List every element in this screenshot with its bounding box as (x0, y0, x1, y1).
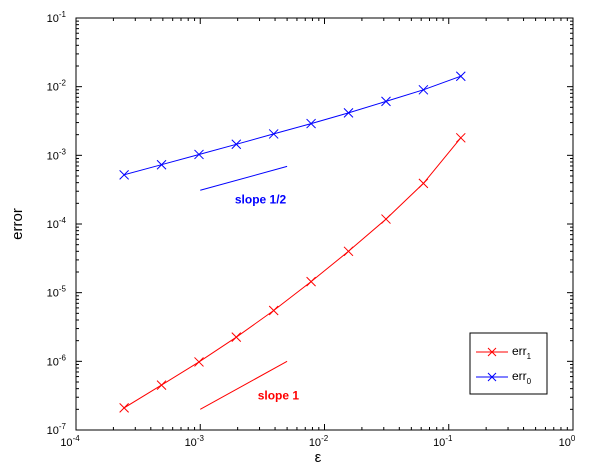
series-marker (194, 357, 204, 367)
y-tick-base: 10 (47, 288, 59, 300)
y-tick-exp: -3 (59, 147, 67, 156)
legend: err1 err0 (469, 332, 548, 395)
legend-label-err0-sub: 0 (527, 377, 532, 386)
legend-box (469, 332, 548, 395)
y-tick-base: 10 (47, 219, 59, 231)
y-tick-label: 10-1 (47, 10, 67, 25)
series-marker (194, 149, 204, 160)
x-tick-base: 10 (433, 437, 445, 449)
series-marker (306, 276, 316, 287)
y-tick-base: 10 (47, 425, 59, 437)
x-tick-exp: -4 (73, 434, 81, 443)
y-tick-exp: -6 (59, 353, 67, 362)
series-line (123, 75, 461, 176)
x-tick-exp: -3 (197, 434, 205, 443)
y-axis-label: error (9, 208, 26, 240)
legend-label-err0-main: err (512, 369, 527, 383)
axis-ticks: 10-4 10-3 10-2 10-1 10010-710-610-510-410-31… (47, 10, 576, 449)
reference-label: slope 1/2 (235, 192, 287, 206)
y-tick-label: 10-2 (47, 79, 67, 94)
y-tick-label: 10-5 (47, 285, 67, 300)
series-marker (156, 159, 167, 170)
x-tick-base: 10 (185, 437, 197, 449)
series-line (123, 137, 462, 409)
series-marker (418, 178, 429, 189)
x-tick-label: 10-2 (309, 434, 329, 449)
series-marker (268, 305, 279, 316)
series-marker (231, 332, 242, 343)
x-axis-label: ε (315, 449, 322, 466)
series-marker (455, 132, 466, 143)
legend-label-err0: err0 (512, 369, 532, 386)
y-tick-base: 10 (47, 13, 59, 25)
series-marker (343, 108, 354, 118)
series-marker (381, 214, 391, 224)
y-tick-label: 10-3 (47, 147, 67, 162)
y-tick-exp: -5 (59, 285, 67, 294)
legend-marker-err0 (487, 372, 497, 382)
y-tick-exp: -2 (59, 79, 67, 88)
series-marker (306, 118, 316, 129)
x-tick-label: 10-1 (433, 434, 453, 449)
legend-label-err1: err1 (512, 344, 532, 361)
reference-line (200, 360, 288, 410)
y-tick-label: 10-6 (47, 353, 67, 368)
x-tick-exp: -1 (445, 434, 453, 443)
y-tick-exp: -4 (59, 216, 67, 225)
reference-lines: slope 1/2 slope 1 (200, 165, 300, 410)
x-tick-label: 10-3 (185, 434, 205, 449)
series-marker (231, 139, 242, 150)
y-tick-label: 10-7 (47, 422, 67, 437)
reference-line (200, 165, 288, 191)
x-tick-base: 10 (60, 437, 72, 449)
legend-label-err1-sub: 1 (527, 352, 532, 361)
y-tick-exp: -1 (59, 10, 67, 19)
series-marker (343, 246, 354, 257)
y-tick-base: 10 (47, 356, 59, 368)
legend-marker-err1 (487, 347, 497, 357)
x-tick-base: 10 (309, 437, 321, 449)
x-tick-label: 10-4 (60, 434, 80, 449)
x-tick-exp: -2 (321, 434, 329, 443)
x-tick-base: 10 (559, 437, 571, 449)
x-tick-exp: 0 (571, 434, 576, 443)
legend-label-err1-main: err (512, 344, 527, 358)
y-tick-label: 10-4 (47, 216, 67, 231)
reference-label: slope 1 (258, 388, 300, 402)
series-marker (381, 96, 391, 107)
y-tick-base: 10 (47, 150, 59, 162)
series-marker (119, 169, 129, 180)
y-tick-base: 10 (47, 82, 59, 94)
series-marker (455, 71, 466, 82)
x-tick-label: 100 (559, 434, 576, 449)
y-tick-exp: -7 (59, 422, 67, 431)
series-marker (119, 403, 129, 413)
series-marker (418, 84, 429, 95)
series-marker (268, 129, 279, 139)
series-marker (156, 380, 167, 390)
series-layer (119, 71, 466, 413)
